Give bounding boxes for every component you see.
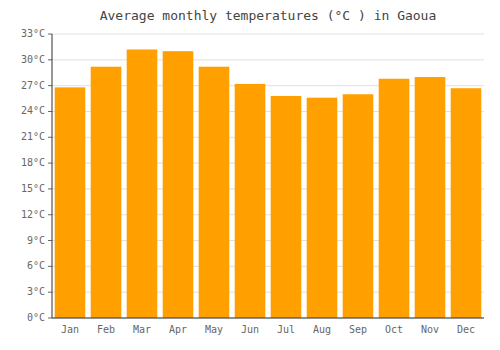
x-tick-label: Sep	[349, 324, 367, 335]
chart-container: 0°C 3°C 6°C 9°C 12°C 15°C 18°C 21°C 24°C 27°C 30°C…	[0, 0, 500, 350]
title: Average monthly temperatures (°C ) in Ga…	[100, 8, 437, 23]
bars	[55, 49, 482, 318]
bar	[163, 51, 194, 318]
y-tick	[48, 137, 52, 138]
y-tick	[48, 214, 52, 215]
bar	[415, 77, 446, 318]
bar	[127, 49, 158, 318]
y-tick-label: 21°C	[21, 131, 45, 142]
y-tick-label: 0°C	[27, 312, 45, 323]
y-tick-label: 30°C	[21, 54, 45, 65]
y-tick-label: 24°C	[21, 105, 45, 116]
y-tick-label: 3°C	[27, 286, 45, 297]
grid-line	[52, 34, 484, 35]
y-tick-label: 33°C	[21, 28, 45, 39]
y-tick	[48, 59, 52, 60]
bar	[451, 88, 482, 318]
y-tick-label: 9°C	[27, 235, 45, 246]
x-axis: Jan Feb Mar Apr May Jun Jul Aug Sep Oct Nov Dec	[61, 324, 475, 335]
y-tick-label: 27°C	[21, 80, 45, 91]
bar	[91, 67, 122, 318]
bar	[55, 87, 86, 318]
y-tick	[48, 85, 52, 86]
x-tick-label: Jan	[61, 324, 79, 335]
grid	[52, 34, 484, 318]
bar	[235, 84, 266, 318]
x-tick-label: Jul	[277, 324, 295, 335]
x-axis-line	[52, 318, 484, 319]
bar	[343, 94, 374, 318]
y-tick-label: 18°C	[21, 157, 45, 168]
chart-svg: 0°C 3°C 6°C 9°C 12°C 15°C 18°C 21°C 24°C 27°C 30°C…	[0, 0, 500, 350]
grid-line	[52, 59, 484, 60]
x-tick-label: Dec	[457, 324, 475, 335]
grid-line	[52, 318, 484, 319]
y-tick	[48, 240, 52, 241]
y-axis-line	[52, 34, 53, 318]
bar	[307, 98, 338, 318]
y-tick-label: 12°C	[21, 209, 45, 220]
y-axis: 0°C 3°C 6°C 9°C 12°C 15°C 18°C 21°C 24°C 27°C 30°C…	[21, 28, 52, 323]
bar	[271, 96, 302, 318]
y-tick	[48, 163, 52, 164]
y-tick	[48, 292, 52, 293]
x-tick-label: Jun	[241, 324, 259, 335]
y-tick	[48, 266, 52, 267]
bar	[199, 67, 230, 318]
x-tick-label: Oct	[385, 324, 403, 335]
y-tick	[48, 318, 52, 319]
x-tick-label: Aug	[313, 324, 331, 335]
y-tick	[48, 188, 52, 189]
y-tick	[48, 111, 52, 112]
y-tick-label: 15°C	[21, 183, 45, 194]
x-tick-label: May	[205, 324, 223, 335]
y-tick	[48, 34, 52, 35]
x-tick-label: Mar	[133, 324, 151, 335]
bar	[379, 79, 410, 318]
x-tick-label: Apr	[169, 324, 187, 335]
x-tick-label: Nov	[421, 324, 439, 335]
y-tick-label: 6°C	[27, 260, 45, 271]
x-tick-label: Feb	[97, 324, 115, 335]
